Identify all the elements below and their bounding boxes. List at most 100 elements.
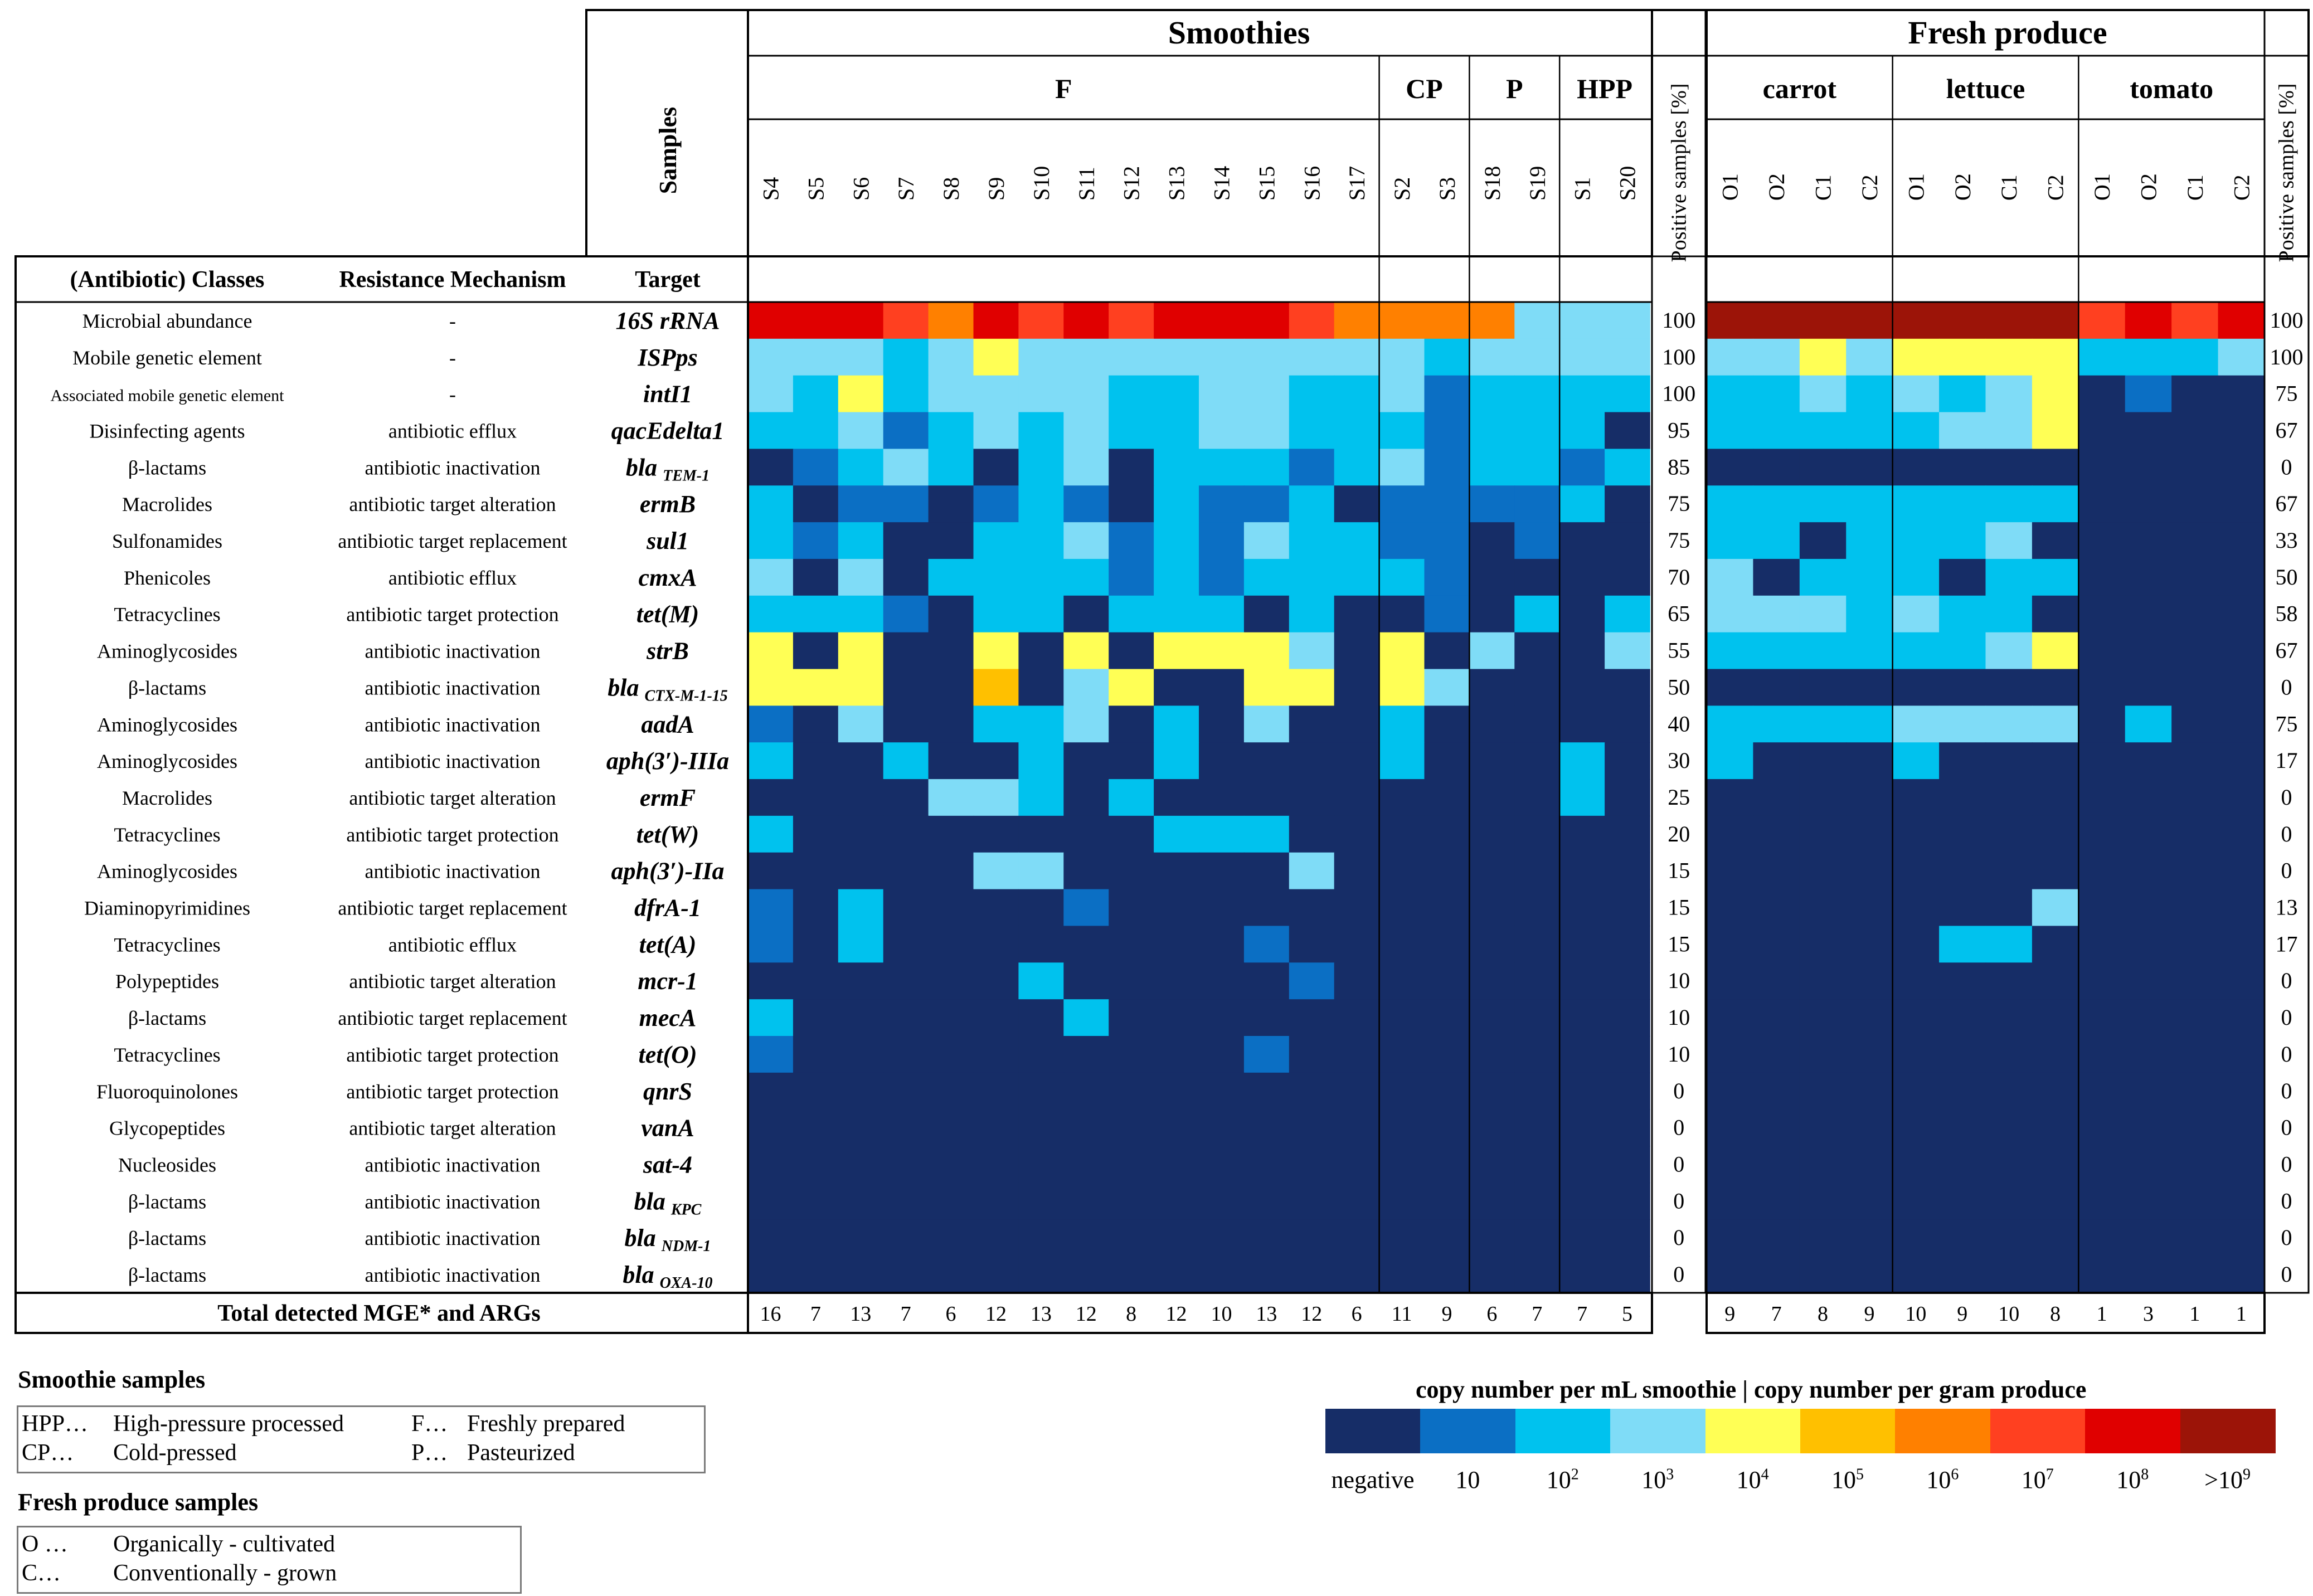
heatmap-cell xyxy=(748,669,794,707)
heatmap-cell xyxy=(883,1256,929,1293)
heatmap-cell xyxy=(1109,1219,1154,1257)
heatmap-cell xyxy=(1018,302,1065,339)
produce-column-label: O2 xyxy=(1764,173,1789,201)
heatmap-cell xyxy=(1063,705,1109,743)
heatmap-cell xyxy=(1939,669,1986,707)
heatmap-cell xyxy=(1469,1219,1515,1257)
heatmap-cell xyxy=(883,1183,929,1220)
heatmap-cell xyxy=(2032,815,2079,853)
heatmap-cell xyxy=(1199,595,1245,633)
heatmap-cell xyxy=(973,889,1019,927)
heatmap-cell xyxy=(1939,705,1986,743)
heatmap-cell xyxy=(1289,522,1335,559)
smoothie-positive-pct: 0 xyxy=(1673,1078,1684,1103)
heatmap-cell xyxy=(1707,999,1754,1037)
row-mechanism-label: antibiotic inactivation xyxy=(365,713,541,736)
row-class-label: Phenicoles xyxy=(124,567,211,589)
heatmap-cell xyxy=(793,1072,839,1110)
heatmap-cell xyxy=(1109,779,1154,816)
heatmap-cell xyxy=(1985,302,2033,339)
heatmap-cell xyxy=(2218,375,2265,413)
smoothie-positive-pct: 70 xyxy=(1668,565,1690,590)
heatmap-cell xyxy=(1799,595,1847,633)
heatmap-cell xyxy=(1018,852,1065,890)
heatmap-cell xyxy=(1243,1183,1290,1220)
heatmap-cell xyxy=(1243,302,1290,339)
heatmap-cell xyxy=(2171,412,2219,450)
heatmap-cell xyxy=(1379,375,1425,413)
heatmap-cell xyxy=(2218,926,2265,964)
heatmap-cell xyxy=(1892,522,1940,559)
heatmap-cell xyxy=(793,412,839,450)
heatmap-cell xyxy=(883,1109,929,1147)
heatmap-cell xyxy=(928,742,974,780)
heatmap-cell xyxy=(748,1036,794,1073)
heatmap-cell xyxy=(1939,1183,1986,1220)
heatmap-cell xyxy=(1753,595,1800,633)
heatmap-cell xyxy=(1605,1256,1650,1293)
heatmap-cell xyxy=(1109,595,1154,633)
heatmap-cell xyxy=(1424,1256,1470,1293)
row-mechanism-label: antibiotic inactivation xyxy=(365,860,541,883)
heatmap-cell xyxy=(1799,926,1847,964)
heatmap-cell xyxy=(1109,705,1154,743)
heatmap-cell xyxy=(2218,302,2265,339)
heatmap-cell xyxy=(838,1256,884,1293)
produce-positive-pct: 75 xyxy=(2276,381,2298,406)
produce-positive-pct: 0 xyxy=(2281,1188,2292,1213)
heatmap-cell xyxy=(2032,926,2079,964)
heatmap-cell xyxy=(1379,852,1425,890)
heatmap-cell xyxy=(1199,412,1245,450)
heatmap-cell xyxy=(883,1036,929,1073)
heatmap-cell xyxy=(1846,412,1893,450)
heatmap-cell xyxy=(1018,412,1065,450)
heatmap-cell xyxy=(1799,449,1847,486)
heatmap-cell xyxy=(1892,1256,1940,1293)
heatmap-cell xyxy=(1605,889,1650,927)
heatmap-cell xyxy=(2218,338,2265,376)
heatmap-cell xyxy=(748,1109,794,1147)
heatmap-cell xyxy=(1243,522,1290,559)
heatmap-cell xyxy=(1018,1072,1065,1110)
heatmap-cell xyxy=(1334,1219,1380,1257)
heatmap-cell xyxy=(1199,1072,1245,1110)
target-subscript: KPC xyxy=(670,1201,702,1218)
smoothie-column-label: S12 xyxy=(1119,166,1144,201)
heatmap-cell xyxy=(1707,815,1754,853)
heatmap-cell xyxy=(2078,705,2126,743)
heatmap-cell xyxy=(1985,926,2033,964)
heatmap-cell xyxy=(1985,962,2033,1000)
heatmap-cell xyxy=(2125,962,2172,1000)
heatmap-cell xyxy=(2078,999,2126,1037)
heatmap-cell xyxy=(1063,595,1109,633)
heatmap-cell xyxy=(2032,595,2079,633)
row-target-label: tet(M) xyxy=(636,601,699,628)
heatmap-cell xyxy=(1559,1036,1605,1073)
heatmap-cell xyxy=(1063,1036,1109,1073)
heatmap-cell xyxy=(2218,1256,2265,1293)
heatmap-cell xyxy=(1985,779,2033,816)
heatmap-cell xyxy=(838,558,884,596)
heatmap-cell xyxy=(883,705,929,743)
heatmap-cell xyxy=(1243,1256,1290,1293)
heatmap-cell xyxy=(1753,412,1800,450)
heatmap-cell xyxy=(1199,485,1245,523)
heatmap-cell xyxy=(2171,1183,2219,1220)
heatmap-cell xyxy=(748,522,794,559)
produce-positive-pct: 13 xyxy=(2276,895,2298,920)
heatmap-cell xyxy=(748,632,794,670)
heatmap-cell xyxy=(973,1109,1019,1147)
produce-total-value: 9 xyxy=(1864,1302,1874,1326)
heatmap-cell xyxy=(1018,926,1065,964)
heatmap-cell xyxy=(2125,1109,2172,1147)
heatmap-cell xyxy=(2078,558,2126,596)
smoothies-group-title: Smoothies xyxy=(1168,14,1310,51)
heatmap-cell xyxy=(1018,375,1065,413)
heatmap-cell xyxy=(973,815,1019,853)
target-column-header: Target xyxy=(635,267,700,293)
colorscale-title: copy number per mL smoothie | copy numbe… xyxy=(1416,1376,2087,1403)
heatmap-cell xyxy=(1063,1183,1109,1220)
heatmap-cell xyxy=(2032,999,2079,1037)
heatmap-cell xyxy=(1109,889,1154,927)
heatmap-cell xyxy=(793,1036,839,1073)
